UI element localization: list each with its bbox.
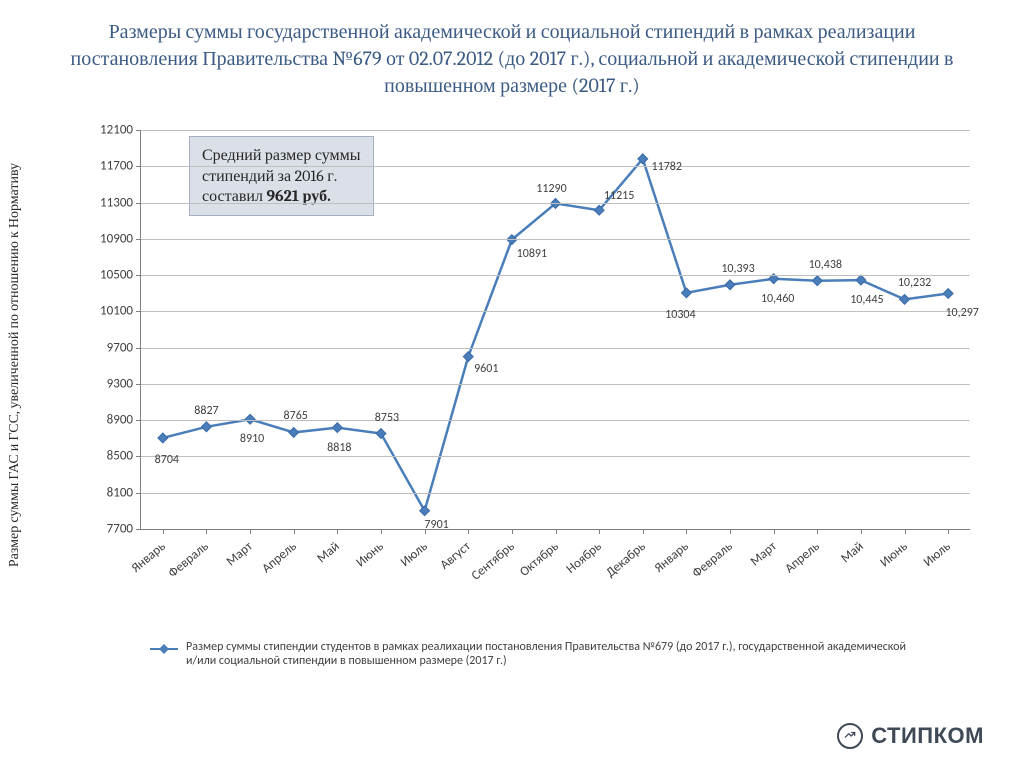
y-tick-label: 9300 bbox=[107, 376, 141, 391]
brand-icon bbox=[837, 723, 863, 749]
annotation-line2: стипендий за 2016 г. bbox=[202, 167, 337, 185]
gridline bbox=[141, 420, 970, 421]
gridline bbox=[141, 311, 970, 312]
data-label: 8818 bbox=[327, 441, 351, 455]
chart-title: Размеры суммы государственной академичес… bbox=[0, 0, 1024, 107]
y-tick-label: 9700 bbox=[107, 340, 141, 355]
plot-area: Средний размер суммы стипендий за 2016 г… bbox=[140, 130, 970, 530]
data-label: 8753 bbox=[375, 411, 399, 425]
data-label: 10,460 bbox=[761, 292, 794, 306]
data-label: 10304 bbox=[665, 308, 695, 322]
y-tick-label: 8900 bbox=[107, 413, 141, 428]
chart: Размер суммы ГАС и ГСС, увеличенной по о… bbox=[60, 130, 980, 600]
y-tick-label: 8500 bbox=[107, 449, 141, 464]
data-label: 7901 bbox=[424, 518, 448, 532]
data-label: 8704 bbox=[155, 453, 179, 467]
data-label: 10,297 bbox=[945, 306, 978, 320]
y-axis-label: Размер суммы ГАС и ГСС, увеличенной по о… bbox=[5, 163, 23, 567]
brand-logo: СТИПКОМ bbox=[837, 723, 984, 749]
y-tick-label: 10500 bbox=[100, 268, 141, 283]
data-label: 8910 bbox=[240, 432, 264, 446]
legend: Размер суммы стипендии студентов в рамка… bbox=[150, 640, 910, 668]
annotation-box: Средний размер суммы стипендий за 2016 г… bbox=[189, 136, 374, 215]
y-tick-label: 10900 bbox=[100, 231, 141, 246]
gridline bbox=[141, 493, 970, 494]
data-label: 10,232 bbox=[898, 276, 931, 290]
data-label: 9601 bbox=[474, 362, 498, 376]
annotation-line1: Средний размер суммы bbox=[202, 146, 361, 164]
y-tick-label: 7700 bbox=[107, 522, 141, 537]
gridline bbox=[141, 348, 970, 349]
gridline bbox=[141, 239, 970, 240]
data-label: 10,445 bbox=[850, 293, 883, 307]
y-tick-label: 12100 bbox=[100, 123, 141, 138]
gridline bbox=[141, 203, 970, 204]
gridline bbox=[141, 456, 970, 457]
data-label: 11782 bbox=[652, 160, 682, 174]
y-tick-label: 11300 bbox=[100, 195, 141, 210]
gridline bbox=[141, 166, 970, 167]
y-tick-label: 11700 bbox=[100, 159, 141, 174]
data-label: 10,438 bbox=[809, 258, 842, 272]
data-label: 11290 bbox=[536, 182, 566, 196]
gridline bbox=[141, 384, 970, 385]
legend-text: Размер суммы стипендии студентов в рамка… bbox=[186, 640, 910, 668]
gridline bbox=[141, 130, 970, 131]
legend-marker bbox=[150, 643, 178, 655]
data-label: 11215 bbox=[604, 189, 634, 203]
data-label: 10,393 bbox=[721, 262, 754, 276]
y-tick-label: 10100 bbox=[100, 304, 141, 319]
gridline bbox=[141, 275, 970, 276]
data-label: 8827 bbox=[194, 404, 218, 418]
data-label: 10891 bbox=[517, 247, 547, 261]
brand-text: СТИПКОМ bbox=[871, 723, 984, 749]
data-label: 8765 bbox=[284, 409, 308, 423]
y-tick-label: 8100 bbox=[107, 485, 141, 500]
